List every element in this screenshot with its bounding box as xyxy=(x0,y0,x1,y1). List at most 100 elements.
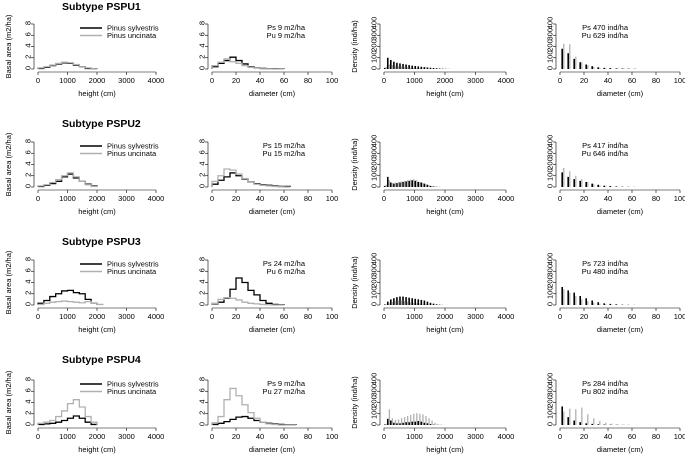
panel-density-height: 0 1000 2000 3000 4000 height (cm) 0 10020030040… xyxy=(350,17,514,98)
y-axis-label: Density (ind/ha) xyxy=(350,20,359,73)
y-tick-label: 6 xyxy=(24,32,33,36)
step-line-sylvestris xyxy=(37,289,98,305)
y-tick-label: 0 xyxy=(198,302,207,306)
y-tick-label: 6 xyxy=(198,268,207,272)
y-axis-label: Basal area (m2/ha) xyxy=(4,132,13,196)
y-tick-label: 400 xyxy=(370,253,379,266)
x-tick-label: 100 xyxy=(326,432,339,441)
panel-basal-diameter: 0 20 40 60 80 100 diameter (cm) 0 2 4 6 8 Ps 15 m2/h… xyxy=(198,139,339,216)
x-tick-label: 4000 xyxy=(148,194,165,203)
annotation-density: Pu 646 ind/ha xyxy=(582,149,629,158)
y-tick-label: 8 xyxy=(198,21,207,25)
y-axis-label: Basal area (m2/ha) xyxy=(4,14,13,78)
subtype-code: PSPU3 xyxy=(106,236,141,248)
subtype-title: Subtype PSPU2 xyxy=(62,118,141,130)
y-tick-label: 200 xyxy=(546,39,555,52)
y-tick-label: 8 xyxy=(198,377,207,381)
x-tick-label: 0 xyxy=(210,312,214,321)
y-tick-label: 2 xyxy=(198,55,207,59)
y-tick-label: 2 xyxy=(24,173,33,177)
y-tick-label: 0 xyxy=(546,184,555,188)
y-tick-label: 4 xyxy=(24,279,33,283)
y-tick-label: 2 xyxy=(24,55,33,59)
x-tick-label: 2000 xyxy=(437,76,454,85)
subtype-prefix: Subtype xyxy=(62,1,106,13)
x-axis-label: diameter (cm) xyxy=(249,89,296,98)
y-tick-label: 300 xyxy=(370,146,379,159)
y-tick-label: 400 xyxy=(370,135,379,148)
x-tick-label: 80 xyxy=(304,312,312,321)
x-tick-label: 1000 xyxy=(406,312,423,321)
y-tick-label: 400 xyxy=(546,17,555,30)
y-tick-label: 0 xyxy=(370,66,379,70)
x-tick-label: 100 xyxy=(326,76,339,85)
x-axis-label: diameter (cm) xyxy=(249,207,296,216)
y-tick-label: 300 xyxy=(546,146,555,159)
y-tick-label: 0 xyxy=(24,66,33,70)
x-tick-label: 20 xyxy=(232,312,240,321)
x-tick-label: 40 xyxy=(604,432,612,441)
subtype-prefix: Subtype xyxy=(62,236,106,248)
y-tick-label: 0 xyxy=(370,184,379,188)
panel-basal-height: 0 1000 2000 3000 4000 height (cm) 0 2 4 6 8 Basal a… xyxy=(4,370,164,454)
y-tick-label: 6 xyxy=(198,32,207,36)
x-axis-label: diameter (cm) xyxy=(597,207,644,216)
x-tick-label: 3000 xyxy=(118,432,135,441)
x-axis-label: height (cm) xyxy=(78,445,116,454)
y-tick-label: 6 xyxy=(198,388,207,392)
legend-label: Pinus sylvestris xyxy=(107,142,159,151)
subtype-title: Subtype PSPU3 xyxy=(62,236,141,248)
y-tick-label: 4 xyxy=(198,161,207,165)
x-tick-label: 0 xyxy=(382,76,386,85)
y-tick-label: 8 xyxy=(198,257,207,261)
x-tick-label: 3000 xyxy=(467,76,484,85)
annotation-basal: Ps 24 m2/ha xyxy=(263,259,306,268)
x-tick-label: 80 xyxy=(652,432,660,441)
y-tick-label: 2 xyxy=(24,291,33,295)
y-tick-label: 6 xyxy=(24,388,33,392)
x-axis-label: diameter (cm) xyxy=(249,325,296,334)
x-tick-label: 100 xyxy=(674,76,685,85)
y-tick-label: 8 xyxy=(24,21,33,25)
step-line-uncinata xyxy=(37,61,98,70)
x-tick-label: 0 xyxy=(558,432,562,441)
annotation-basal: Ps 9 m2/ha xyxy=(267,23,306,32)
x-tick-label: 40 xyxy=(604,76,612,85)
step-line-sylvestris xyxy=(211,277,285,306)
x-tick-label: 60 xyxy=(280,194,288,203)
panel-basal-height: 0 1000 2000 3000 4000 height (cm) 0 2 4 6 8 Basal a… xyxy=(4,250,164,334)
legend-label: Pinus uncinata xyxy=(107,267,157,276)
y-tick-label: 4 xyxy=(198,279,207,283)
x-tick-label: 100 xyxy=(674,194,685,203)
x-tick-label: 1000 xyxy=(59,432,76,441)
x-axis-label: diameter (cm) xyxy=(597,325,644,334)
annotation-basal: Pu 9 m2/ha xyxy=(267,31,306,40)
y-tick-label: 0 xyxy=(546,66,555,70)
y-tick-label: 4 xyxy=(198,43,207,47)
y-tick-label: 0 xyxy=(370,422,379,426)
legend-label: Pinus sylvestris xyxy=(107,260,159,269)
x-tick-label: 4000 xyxy=(498,312,515,321)
annotation-density: Ps 723 ind/ha xyxy=(582,259,629,268)
x-tick-label: 60 xyxy=(628,194,636,203)
panel-basal-height: 0 1000 2000 3000 4000 height (cm) 0 2 4 6 8 Basal a… xyxy=(4,132,164,216)
panel-basal-diameter: 0 20 40 60 80 100 diameter (cm) 0 2 4 6 8 Ps 24 m2/h… xyxy=(198,257,339,334)
y-tick-label: 400 xyxy=(546,135,555,148)
x-tick-label: 40 xyxy=(604,194,612,203)
x-tick-label: 1000 xyxy=(406,76,423,85)
x-tick-label: 1000 xyxy=(59,194,76,203)
y-tick-label: 100 xyxy=(370,286,379,299)
panel-density-height: 0 1000 2000 3000 4000 height (cm) 0 10020030040… xyxy=(350,253,514,334)
x-tick-label: 0 xyxy=(210,432,214,441)
x-tick-label: 2000 xyxy=(437,312,454,321)
annotation-density: Pu 629 ind/ha xyxy=(582,31,629,40)
x-tick-label: 3000 xyxy=(467,312,484,321)
x-tick-label: 3000 xyxy=(467,432,484,441)
x-tick-label: 0 xyxy=(210,76,214,85)
annotation-basal: Pu 15 m2/ha xyxy=(262,149,305,158)
